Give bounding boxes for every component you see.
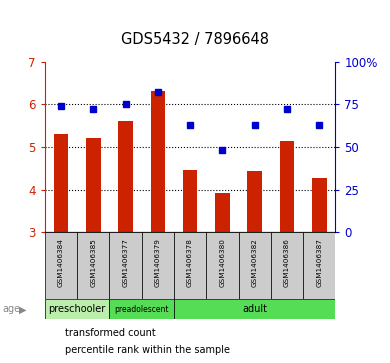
Text: GSM1406378: GSM1406378 bbox=[187, 238, 193, 286]
Bar bbox=[142, 232, 174, 299]
Bar bbox=[206, 232, 239, 299]
Bar bbox=[118, 121, 133, 232]
Bar bbox=[45, 299, 110, 319]
Text: ▶: ▶ bbox=[19, 305, 26, 314]
Text: percentile rank within the sample: percentile rank within the sample bbox=[65, 345, 230, 355]
Text: GDS5432 / 7896648: GDS5432 / 7896648 bbox=[121, 32, 269, 47]
Bar bbox=[239, 232, 271, 299]
Text: GSM1406385: GSM1406385 bbox=[90, 238, 96, 286]
Bar bbox=[215, 193, 230, 232]
Text: GSM1406382: GSM1406382 bbox=[252, 238, 258, 286]
Bar bbox=[86, 138, 101, 232]
Text: GSM1406377: GSM1406377 bbox=[122, 238, 129, 286]
Bar bbox=[280, 142, 294, 232]
Bar bbox=[271, 232, 303, 299]
Bar bbox=[312, 178, 326, 232]
Text: preschooler: preschooler bbox=[48, 305, 106, 314]
Text: preadolescent: preadolescent bbox=[114, 305, 169, 314]
Text: GSM1406380: GSM1406380 bbox=[220, 238, 225, 286]
Bar bbox=[110, 299, 174, 319]
Bar bbox=[77, 232, 110, 299]
Bar bbox=[183, 170, 197, 232]
Bar bbox=[174, 299, 335, 319]
Text: transformed count: transformed count bbox=[65, 328, 156, 338]
Bar bbox=[110, 232, 142, 299]
Bar bbox=[151, 91, 165, 232]
Bar bbox=[247, 171, 262, 232]
Text: age: age bbox=[2, 305, 20, 314]
Text: GSM1406379: GSM1406379 bbox=[155, 238, 161, 286]
Text: GSM1406387: GSM1406387 bbox=[316, 238, 322, 286]
Bar bbox=[54, 134, 68, 232]
Bar bbox=[174, 232, 206, 299]
Text: GSM1406386: GSM1406386 bbox=[284, 238, 290, 286]
Bar bbox=[45, 232, 77, 299]
Text: GSM1406384: GSM1406384 bbox=[58, 238, 64, 286]
Text: adult: adult bbox=[242, 305, 267, 314]
Bar bbox=[303, 232, 335, 299]
